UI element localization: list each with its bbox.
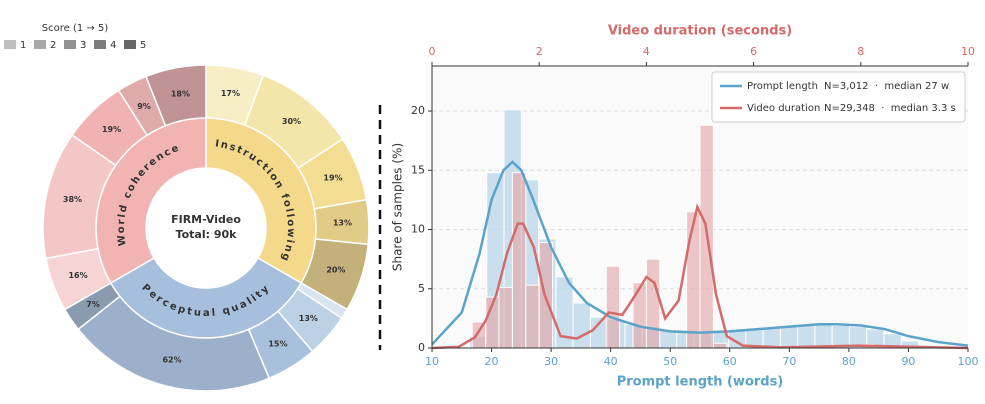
segment-label: 62% [162,356,181,365]
segment-label: 30% [282,117,301,126]
y-tick-label: 20 [411,104,425,117]
legend-swatch [64,40,76,49]
x-tick-label: 20 [485,355,499,368]
y-axis-label: Share of samples (%) [391,143,405,271]
histogram-bar [686,211,701,349]
segment-label: 15% [268,340,287,349]
legend-swatch [124,40,136,49]
x-tick-label: 40 [604,355,618,368]
histogram-bar [572,302,591,349]
x2-axis-label: Video duration (seconds) [608,24,792,39]
outer-segment [145,64,207,127]
x-tick-label: 80 [842,355,856,368]
histogram-bar [525,284,540,349]
legend-detail: N=29,348 · median 3.3 s [824,103,956,114]
histogram-bar [762,327,781,349]
histogram-bar [632,282,647,349]
legend-label: 3 [80,40,86,51]
center-title: FIRM-Video [171,213,241,226]
x2-tick-label: 6 [750,45,757,58]
y-tick-label: 15 [411,163,425,176]
y-tick-label: 10 [411,223,425,236]
x-axis-label: Prompt length (words) [617,375,784,390]
segment-label: 13% [333,218,352,227]
segment-label: 20% [326,265,345,274]
legend-box [711,71,966,123]
segment-label: 18% [171,89,190,98]
x2-tick-label: 10 [961,45,975,58]
kde-line [431,160,969,347]
segment-label: 13% [299,314,318,323]
legend-label: 5 [140,40,146,51]
kde-line [431,203,969,350]
legend-swatch [34,40,46,49]
x-tick-label: 50 [663,355,677,368]
center-subtitle: Total: 90k [176,228,238,241]
x-tick-label: 70 [782,355,796,368]
histogram-bar [712,342,728,349]
x-tick-label: 60 [723,355,737,368]
legend-name: Video duration [747,103,820,114]
y-tick-label: 0 [418,341,425,354]
legend-label: 2 [50,40,56,51]
legend-detail: N=3,012 · median 27 w [824,81,949,92]
segment-label: 17% [221,89,240,98]
hole [146,168,266,288]
histogram-bar [645,258,661,349]
legend-swatch [4,40,16,49]
segment-label: 7% [86,300,100,309]
x-tick-label: 10 [425,355,439,368]
segment-label: 9% [137,102,151,111]
legend-swatch [94,40,106,49]
histogram-bar [659,329,678,349]
x2-tick-label: 0 [429,45,436,58]
x-tick-label: 100 [958,355,979,368]
segment-label: 19% [102,125,121,134]
histogram-bar [814,323,833,349]
histogram-bar [831,324,850,349]
histogram-bar [511,172,527,349]
x2-tick-label: 8 [857,45,864,58]
x2-tick-label: 4 [643,45,650,58]
x2-tick-label: 2 [536,45,543,58]
segment-label: 19% [323,173,342,182]
histogram-bar [605,265,621,349]
histogram-bar [498,287,513,349]
histogram-bar [797,324,816,349]
segment-label: 38% [63,195,82,204]
x-tick-label: 90 [901,355,915,368]
histogram-bar [779,326,799,349]
legend-name: Prompt length [747,81,818,92]
legend-label: 4 [110,40,116,51]
legend-label: 1 [20,40,26,51]
y-tick-label: 5 [418,282,425,295]
legend-title: Score (1 → 5) [42,23,109,34]
x-tick-label: 30 [544,355,558,368]
segment-label: 16% [68,271,87,280]
